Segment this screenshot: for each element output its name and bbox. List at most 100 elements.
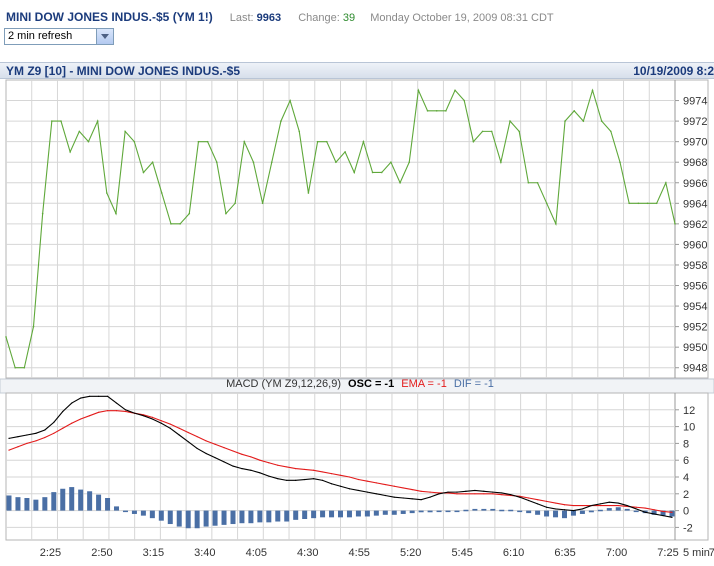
macd-tick-label: 8 bbox=[683, 438, 689, 450]
price-panel-border bbox=[5, 79, 709, 379]
ema-point bbox=[653, 509, 655, 511]
price-tick-label: 9974 bbox=[683, 96, 707, 108]
osc-point bbox=[178, 434, 180, 436]
ema-point bbox=[366, 480, 368, 482]
dif-bar bbox=[445, 510, 451, 513]
osc-point bbox=[26, 434, 28, 436]
ema-point bbox=[115, 410, 118, 412]
price-tick-label: 9958 bbox=[683, 260, 707, 272]
osc-point bbox=[662, 515, 664, 517]
dif-bar bbox=[284, 510, 290, 522]
dif-bar bbox=[526, 510, 532, 514]
osc-point bbox=[160, 422, 162, 424]
osc-point bbox=[295, 479, 297, 481]
osc-point bbox=[635, 508, 637, 510]
change-value: 39 bbox=[342, 12, 356, 24]
dif-bar bbox=[436, 510, 442, 513]
ema-point bbox=[545, 500, 548, 502]
dif-bar bbox=[651, 510, 657, 515]
ema-point bbox=[259, 459, 261, 461]
x-tick-label: 4:05 bbox=[246, 547, 267, 559]
osc-point bbox=[17, 436, 19, 438]
dif-bar bbox=[535, 510, 541, 515]
ema-point bbox=[537, 499, 539, 501]
osc-point bbox=[196, 447, 198, 450]
ema-point bbox=[617, 504, 619, 507]
dif-bar bbox=[176, 510, 182, 527]
dif-bar bbox=[329, 510, 335, 518]
osc-point bbox=[456, 491, 458, 493]
osc-point bbox=[563, 509, 566, 511]
dif-bar bbox=[140, 510, 146, 516]
ema-point bbox=[348, 476, 351, 478]
ema-point bbox=[196, 436, 198, 438]
dif-bar bbox=[561, 510, 567, 519]
ema-point bbox=[223, 447, 225, 449]
price-tick-label: 9960 bbox=[683, 239, 707, 251]
dif-bar bbox=[615, 507, 621, 511]
refresh-interval-select[interactable]: 2 min refresh bbox=[4, 28, 114, 45]
dif-bar bbox=[517, 510, 523, 513]
osc-point bbox=[519, 496, 521, 498]
dif-bar bbox=[633, 510, 639, 513]
osc-point bbox=[554, 508, 557, 510]
ema-point bbox=[53, 432, 55, 434]
osc-point bbox=[268, 475, 270, 477]
macd-tick-label: 0 bbox=[683, 506, 689, 518]
quote-datetime: Monday October 19, 2009 08:31 CDT bbox=[370, 12, 554, 24]
osc-point bbox=[590, 504, 592, 507]
dif-bar bbox=[60, 488, 66, 511]
price-line bbox=[5, 88, 676, 369]
x-tick-label: 7:50 bbox=[709, 547, 714, 559]
ema-point bbox=[44, 436, 46, 439]
ema-point bbox=[268, 462, 270, 464]
dif-bar bbox=[185, 510, 191, 529]
price-tick-label: 9972 bbox=[683, 116, 707, 128]
x-tick-label: 2:25 bbox=[40, 547, 61, 559]
dif-bar bbox=[373, 510, 379, 516]
dif-bar bbox=[454, 510, 460, 513]
x-tick-label: 3:40 bbox=[194, 547, 215, 559]
ema-point bbox=[187, 431, 189, 434]
dif-bar bbox=[588, 510, 594, 513]
osc-point bbox=[393, 496, 395, 498]
ema-point bbox=[160, 420, 162, 422]
ema-point bbox=[35, 440, 37, 442]
osc-point bbox=[411, 498, 413, 500]
osc-point bbox=[35, 432, 37, 434]
osc-point bbox=[581, 508, 584, 510]
osc-point bbox=[617, 502, 619, 504]
osc-point bbox=[671, 516, 673, 518]
price-tick-label: 9956 bbox=[683, 281, 707, 293]
dif-bar bbox=[508, 509, 514, 512]
dif-bar bbox=[481, 508, 487, 511]
price-tick-label: 9970 bbox=[683, 137, 707, 149]
ema-point bbox=[492, 493, 494, 495]
osc-point bbox=[142, 415, 144, 417]
dif-bar bbox=[15, 497, 21, 511]
x-tick-label: 2:50 bbox=[91, 547, 112, 559]
osc-label: OSC = -1 bbox=[348, 378, 394, 390]
ema-point bbox=[662, 510, 664, 513]
last-label: Last: bbox=[229, 12, 254, 24]
dif-bar bbox=[606, 508, 612, 511]
ema-point bbox=[402, 487, 404, 489]
x-interval-label: 5 min bbox=[683, 547, 710, 559]
ema-point bbox=[420, 490, 422, 492]
dif-bar bbox=[311, 510, 317, 519]
osc-point bbox=[384, 494, 386, 497]
quote-title[interactable]: MINI DOW JONES INDUS.-$5 (YM 1!) bbox=[6, 10, 213, 24]
ema-point bbox=[321, 471, 324, 473]
macd-title: MACD (YM Z9,12,26,9) bbox=[226, 378, 341, 390]
osc-point bbox=[62, 410, 64, 413]
osc-point bbox=[545, 506, 548, 508]
quote-bar: MINI DOW JONES INDUS.-$5 (YM 1!) Last: 9… bbox=[6, 10, 554, 28]
price-tick-label: 9954 bbox=[683, 301, 707, 313]
chevron-down-icon[interactable] bbox=[96, 29, 113, 44]
osc-point bbox=[277, 478, 279, 480]
dif-bar bbox=[275, 510, 281, 522]
dif-bar bbox=[364, 510, 370, 517]
ema-point bbox=[205, 440, 207, 442]
ema-point bbox=[339, 474, 342, 476]
ema-point bbox=[62, 427, 64, 429]
